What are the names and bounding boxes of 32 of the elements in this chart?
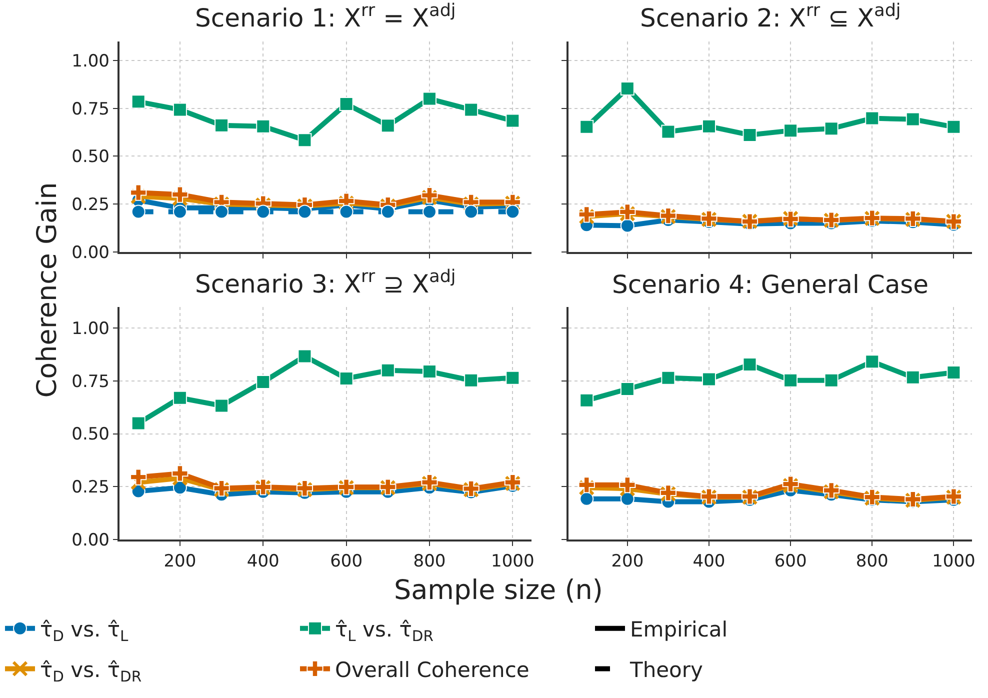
x-tick-label: 400 <box>692 552 726 572</box>
y-tick-label: 0.00 <box>72 242 110 263</box>
y-axis-title: Coherence Gain <box>32 182 64 398</box>
y-tick-label: 0.00 <box>72 530 110 550</box>
legend-label: Empirical <box>630 618 728 642</box>
chart-title: Scenario 1: X$^{rr}$ = X$^{adj}$ <box>195 1 456 32</box>
x-tick-label: 200 <box>611 552 644 572</box>
y-tick-label: 0.50 <box>72 424 110 445</box>
x-tick-label: 1000 <box>932 552 976 572</box>
x-tick-label: 400 <box>246 552 280 572</box>
legend-label: τ̂$_{D}$ vs. τ̂$_{L}$ <box>40 618 130 646</box>
y-tick-label: 1.00 <box>72 319 110 340</box>
x-tick-label: 800 <box>413 552 446 572</box>
y-tick-label: 0.25 <box>72 195 110 216</box>
x-axis-title: Sample size (n) <box>394 575 603 606</box>
legend-label: Overall Coherence <box>335 658 530 682</box>
legend-label: Theory <box>629 658 703 682</box>
x-tick-label: 1000 <box>491 552 534 572</box>
chart-title: Scenario 4: General Case <box>612 270 929 299</box>
x-tick-label: 600 <box>330 552 363 572</box>
x-tick-label: 200 <box>164 552 196 572</box>
x-tick-label: 600 <box>774 552 807 572</box>
y-tick-label: 1.00 <box>72 51 110 72</box>
x-tick-label: 800 <box>856 552 888 572</box>
chart-title: Scenario 3: X$^{rr}$ ⊇ X$^{adj}$ <box>195 267 456 298</box>
y-tick-label: 0.75 <box>72 99 110 120</box>
y-tick-label: 0.25 <box>72 478 110 498</box>
y-tick-label: 0.50 <box>72 147 110 168</box>
legend-label: τ̂$_{L}$ vs. τ̂$_{DR}$ <box>335 618 434 646</box>
legend-label: τ̂$_{D}$ vs. τ̂$_{DR}$ <box>40 658 142 686</box>
y-tick-label: 0.75 <box>72 372 110 392</box>
chart-title: Scenario 2: X$^{rr}$ ⊆ X$^{adj}$ <box>640 1 901 32</box>
